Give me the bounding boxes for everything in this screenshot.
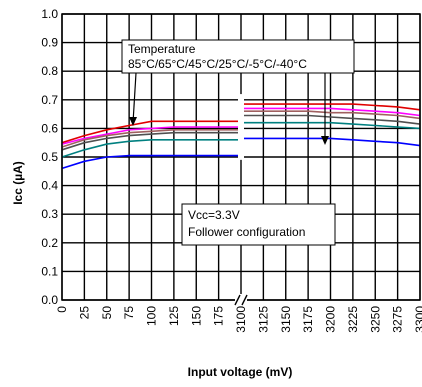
y-tick-label: 0.7	[41, 93, 58, 107]
break-slash	[234, 294, 241, 306]
temperature-annotation: Temperature 85°C/65°C/45°C/25°C/-5°C/-40…	[121, 39, 355, 145]
condition-config: Follower configuration	[188, 225, 305, 239]
y-tick-label: 0.8	[41, 64, 58, 78]
y-axis-label: Icc (µA)	[11, 161, 25, 205]
x-tick-label: 3125	[256, 306, 270, 333]
series-line-right	[241, 137, 421, 147]
arrow-left-head	[129, 117, 137, 126]
series-line-left	[61, 139, 241, 158]
x-tick-label: 3275	[391, 306, 405, 333]
axis-break-gap	[238, 94, 244, 160]
series-line-left	[61, 126, 241, 145]
series-line-left	[61, 154, 241, 170]
condition-annotation: Vcc=3.3V Follower configuration	[181, 203, 336, 246]
x-tick-label: 3150	[279, 306, 293, 333]
y-tick-labels: 0.0 0.1 0.2 0.3 0.4 0.5 0.6 0.7 0.8 0.9 1.0	[41, 7, 58, 307]
x-tick-label: 150	[189, 306, 203, 326]
break-gap	[238, 94, 244, 160]
y-tick-label: 0.4	[41, 179, 58, 193]
series-line-left	[61, 129, 241, 148]
break-slash	[241, 294, 248, 306]
x-tick-label: 3175	[301, 306, 315, 333]
x-tick-label: 100	[145, 306, 159, 326]
condition-annotation-box	[181, 203, 336, 246]
series-line-left	[61, 131, 241, 151]
series-line-right	[241, 110, 421, 120]
x-tick-label: 50	[100, 306, 114, 320]
x-tick-label: 3300	[413, 306, 422, 333]
temperature-annotation-box	[121, 39, 355, 74]
x-axis-label: Input voltage (mV)	[188, 365, 293, 379]
x-tick-label: 0	[55, 306, 69, 313]
series-line-left	[61, 120, 241, 144]
y-tick-label: 0.3	[41, 207, 58, 221]
x-tick-label: 3200	[324, 306, 338, 333]
x-tick-label: 3100	[234, 306, 248, 333]
x-tick-labels: 0 25 50 75 100 125 150 175 3100 3125 3150 3175 3200 3…	[55, 306, 422, 333]
series-line-right	[241, 121, 421, 130]
x-tick-label: 75	[122, 306, 136, 320]
x-tick-label: 175	[212, 306, 226, 326]
y-tick-label: 0.2	[41, 236, 58, 250]
series-line-right	[241, 114, 421, 125]
temperature-title: Temperature	[128, 42, 196, 56]
x-tick-label: 3225	[346, 306, 360, 333]
x-tick-label: 125	[167, 306, 181, 326]
y-tick-label: 0.9	[41, 36, 58, 50]
arrow-left-line	[132, 72, 137, 124]
series-lines	[61, 103, 421, 170]
temperature-list: 85°C/65°C/45°C/25°C/-5°C/-40°C	[128, 57, 307, 71]
axis-break-mark	[234, 294, 248, 306]
y-tick-label: 0.0	[41, 293, 58, 307]
arrow-right-head	[321, 136, 329, 145]
series-line-right	[241, 107, 421, 117]
x-tick-label: 25	[77, 306, 91, 320]
y-tick-label: 0.1	[41, 264, 58, 278]
y-tick-label: 0.5	[41, 150, 58, 164]
x-tick-label: 3250	[368, 306, 382, 333]
series-line-right	[241, 103, 421, 111]
y-tick-label: 0.6	[41, 121, 58, 135]
break-cover	[235, 294, 247, 306]
condition-vcc: Vcc=3.3V	[188, 208, 240, 222]
y-tick-label: 1.0	[41, 7, 58, 21]
